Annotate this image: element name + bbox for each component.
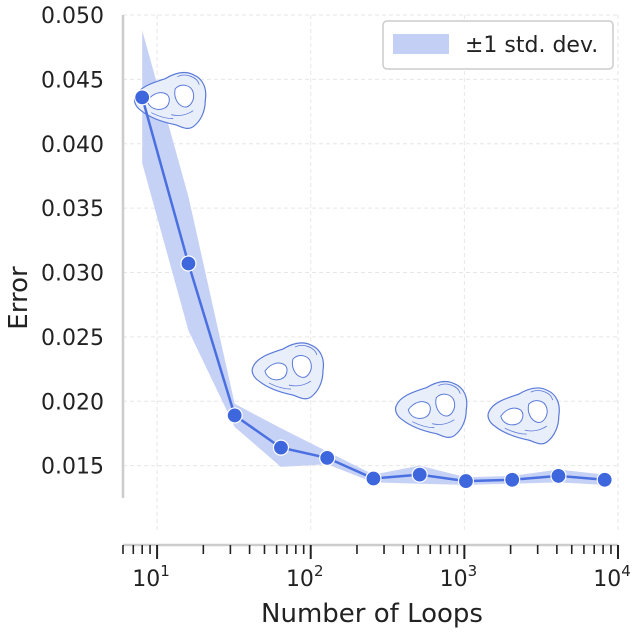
grid bbox=[123, 14, 619, 530]
y-tick-label: 0.025 bbox=[41, 326, 104, 351]
y-tick-label: 0.035 bbox=[41, 197, 104, 222]
legend-swatch bbox=[393, 34, 449, 54]
mesh-detail bbox=[504, 390, 554, 435]
data-points bbox=[134, 89, 613, 490]
x-tick-exponent: 1 bbox=[160, 562, 170, 580]
mesh-thumbnails bbox=[133, 72, 560, 445]
mesh-outline bbox=[251, 342, 324, 400]
y-tick-label: 0.030 bbox=[41, 262, 104, 287]
legend-box bbox=[382, 20, 614, 70]
x-tick-base: 10 bbox=[440, 567, 468, 592]
x-tick-label: 102 bbox=[286, 562, 324, 592]
mesh-hole bbox=[264, 362, 288, 381]
data-point bbox=[504, 471, 521, 488]
x-tick-label: 103 bbox=[440, 562, 478, 592]
x-tick-base: 10 bbox=[593, 567, 621, 592]
mesh-hole bbox=[527, 400, 548, 423]
y-tick-label: 0.015 bbox=[41, 455, 104, 480]
axes bbox=[121, 15, 619, 559]
mesh-thumbnail-icon bbox=[133, 72, 207, 129]
x-tick-exponent: 4 bbox=[621, 562, 631, 580]
y-tick-label: 0.050 bbox=[41, 4, 104, 29]
x-tick-exponent: 3 bbox=[468, 562, 478, 580]
y-tick-label: 0.045 bbox=[41, 68, 104, 93]
mesh-thumbnail-icon bbox=[251, 342, 324, 400]
y-tick-label: 0.040 bbox=[41, 133, 104, 158]
mesh-hole bbox=[146, 92, 170, 110]
mesh-hole bbox=[500, 407, 524, 426]
mesh-detail bbox=[412, 383, 461, 429]
data-point bbox=[365, 470, 382, 487]
data-point bbox=[550, 467, 567, 485]
mesh-hole bbox=[291, 355, 312, 378]
data-point bbox=[411, 466, 428, 483]
data-point bbox=[272, 439, 290, 456]
x-tick-label: 101 bbox=[132, 562, 170, 592]
mesh-thumbnail-icon bbox=[394, 381, 468, 438]
y-tick-label: 0.020 bbox=[41, 390, 104, 415]
x-tick-exponent: 2 bbox=[314, 562, 324, 580]
mesh-hole bbox=[435, 393, 456, 417]
data-point bbox=[180, 255, 197, 272]
mesh-detail bbox=[151, 74, 200, 120]
mesh-hole bbox=[407, 401, 431, 419]
mesh-hole bbox=[174, 84, 195, 108]
data-point bbox=[319, 449, 336, 466]
legend-label: ±1 std. dev. bbox=[465, 33, 598, 58]
data-point bbox=[226, 407, 243, 424]
x-axis-label: Number of Loops bbox=[261, 599, 483, 629]
data-point bbox=[596, 471, 613, 488]
data-point bbox=[134, 89, 151, 106]
mesh-outline bbox=[394, 381, 468, 438]
tick-labels: 101 102 103 1040.0150.0200.0250.0300.0350.0… bbox=[41, 4, 631, 592]
mesh-thumbnail-icon bbox=[487, 387, 560, 445]
legend: ±1 std. dev. bbox=[382, 20, 614, 70]
x-tick-label: 104 bbox=[593, 562, 631, 592]
x-tick-base: 10 bbox=[132, 567, 160, 592]
x-tick-base: 10 bbox=[286, 567, 314, 592]
mesh-detail bbox=[268, 345, 318, 390]
y-axis-label: Error bbox=[4, 266, 34, 330]
data-point bbox=[457, 472, 475, 490]
mesh-outline bbox=[487, 387, 560, 445]
